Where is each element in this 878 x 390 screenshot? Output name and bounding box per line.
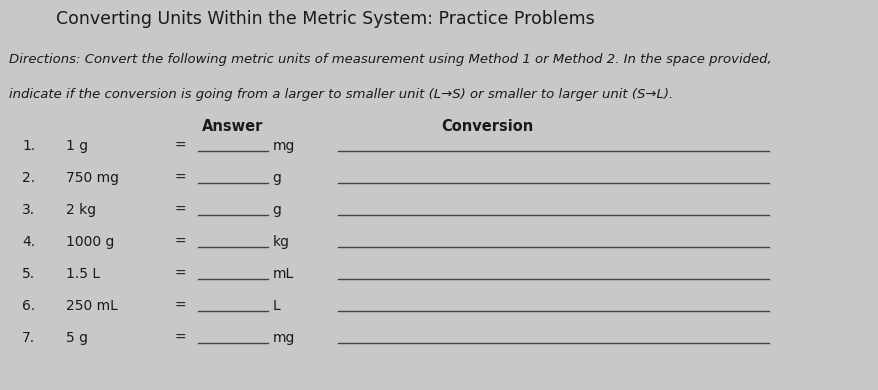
Text: kg: kg xyxy=(272,235,289,249)
Text: Converting Units Within the Metric System: Practice Problems: Converting Units Within the Metric Syste… xyxy=(56,10,594,28)
Text: =: = xyxy=(174,203,186,217)
Text: =: = xyxy=(174,171,186,185)
Text: =: = xyxy=(174,299,186,313)
Text: 250 mL: 250 mL xyxy=(66,299,118,313)
Text: g: g xyxy=(272,171,281,185)
Text: 750 mg: 750 mg xyxy=(66,171,119,185)
Text: 6.: 6. xyxy=(22,299,35,313)
Text: 5 g: 5 g xyxy=(66,331,88,345)
Text: Directions: Convert the following metric units of measurement using Method 1 or : Directions: Convert the following metric… xyxy=(9,53,771,66)
Text: 7.: 7. xyxy=(22,331,35,345)
Text: 2 kg: 2 kg xyxy=(66,203,96,217)
Text: =: = xyxy=(174,235,186,249)
Text: 4.: 4. xyxy=(22,235,35,249)
Text: 1 g: 1 g xyxy=(66,139,88,153)
Text: indicate if the conversion is going from a larger to smaller unit (L→S) or small: indicate if the conversion is going from… xyxy=(9,88,673,101)
Text: =: = xyxy=(174,331,186,345)
Text: L: L xyxy=(272,299,280,313)
Text: mg: mg xyxy=(272,331,294,345)
Text: Conversion: Conversion xyxy=(442,119,533,134)
Text: Answer: Answer xyxy=(202,119,263,134)
Text: 3.: 3. xyxy=(22,203,35,217)
Text: mg: mg xyxy=(272,139,294,153)
Text: 1.5 L: 1.5 L xyxy=(66,267,100,281)
Text: 5.: 5. xyxy=(22,267,35,281)
Text: =: = xyxy=(174,139,186,153)
Text: mL: mL xyxy=(272,267,293,281)
Text: 2.: 2. xyxy=(22,171,35,185)
Text: 1000 g: 1000 g xyxy=(66,235,114,249)
Text: 1.: 1. xyxy=(22,139,35,153)
Text: =: = xyxy=(174,267,186,281)
Text: g: g xyxy=(272,203,281,217)
